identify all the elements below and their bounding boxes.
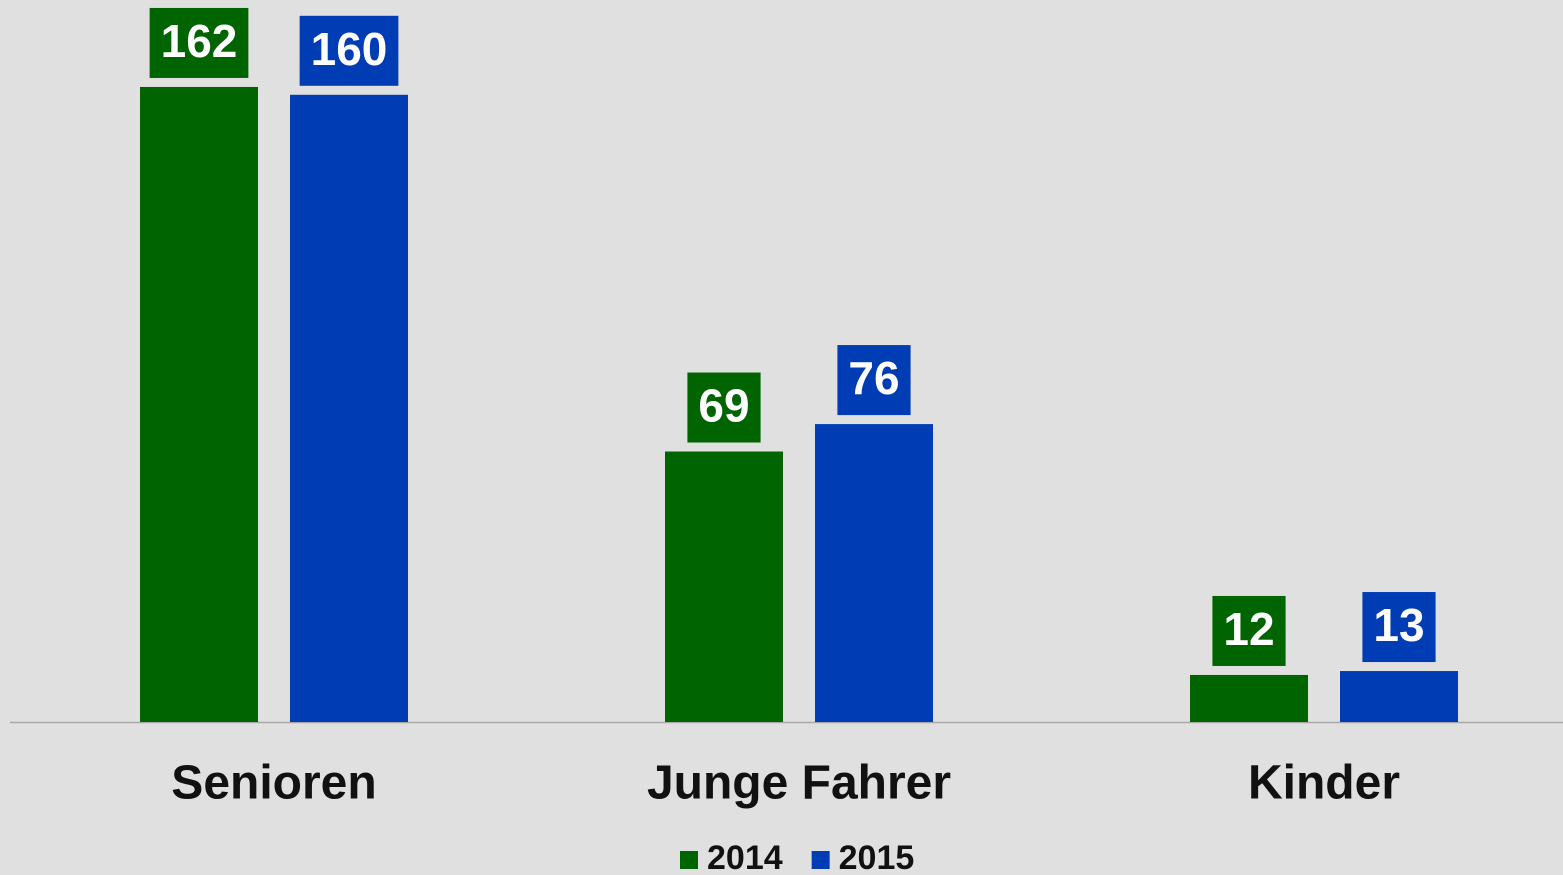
value-label-box (149, 7, 249, 78)
bar (140, 86, 258, 722)
value-label-box (687, 372, 761, 443)
legend-label: 2014 (707, 839, 783, 875)
value-label-box (837, 345, 911, 416)
value-label: 162 (161, 15, 238, 67)
value-label: 69 (698, 380, 749, 432)
bar (290, 94, 408, 723)
bar (815, 424, 933, 722)
bar (665, 451, 783, 722)
legend-swatch (811, 851, 830, 869)
value-label: 13 (1373, 599, 1424, 651)
legend-swatch (680, 851, 698, 869)
value-label: 12 (1223, 603, 1274, 655)
value-label: 76 (848, 352, 899, 404)
value-label-box (299, 15, 399, 86)
value-label-box (1212, 595, 1286, 666)
category-label: Senioren (171, 757, 376, 810)
value-label-box (1362, 592, 1436, 663)
bar (1340, 671, 1458, 722)
category-label: Kinder (1248, 757, 1400, 810)
legend-label: 2015 (839, 839, 915, 875)
category-label: Junge Fahrer (647, 757, 951, 810)
value-label: 160 (311, 23, 388, 75)
bar (1190, 674, 1308, 722)
